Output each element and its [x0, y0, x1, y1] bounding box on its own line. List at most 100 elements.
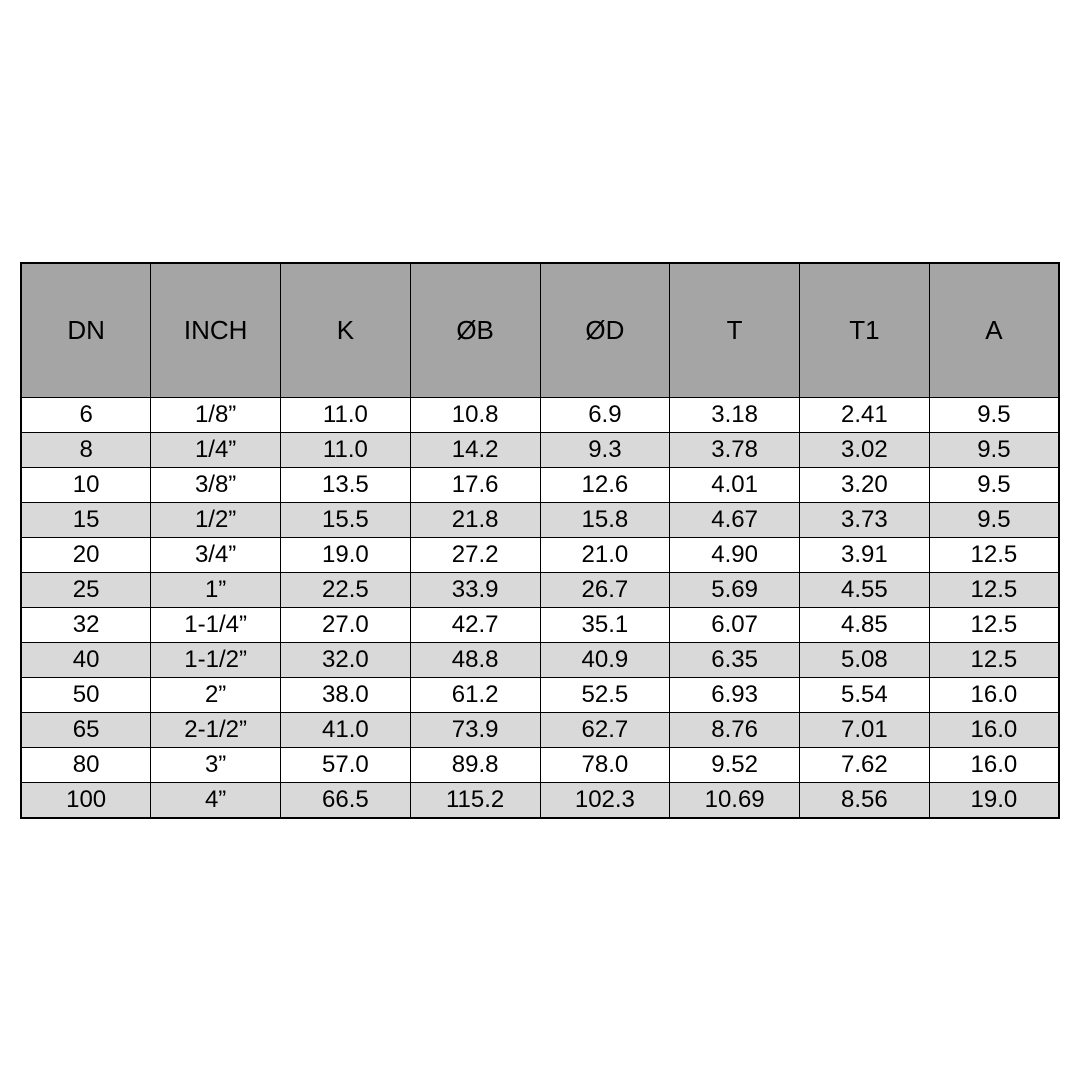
table-cell: 40.9	[540, 643, 670, 678]
table-cell: 1”	[151, 573, 281, 608]
table-cell: 26.7	[540, 573, 670, 608]
table-cell: 50	[21, 678, 151, 713]
header-od: ØD	[540, 263, 670, 398]
table-cell: 40	[21, 643, 151, 678]
table-cell: 7.62	[800, 748, 930, 783]
table-cell: 11.0	[281, 398, 411, 433]
table-body: 61/8”11.010.86.93.182.419.581/4”11.014.2…	[21, 398, 1059, 818]
table-cell: 10	[21, 468, 151, 503]
table-cell: 66.5	[281, 783, 411, 818]
table-row: 652-1/2”41.073.962.78.767.0116.0	[21, 713, 1059, 748]
table-cell: 57.0	[281, 748, 411, 783]
table-cell: 42.7	[410, 608, 540, 643]
table-row: 401-1/2”32.048.840.96.355.0812.5	[21, 643, 1059, 678]
table-row: 203/4”19.027.221.04.903.9112.5	[21, 538, 1059, 573]
table-cell: 10.69	[670, 783, 800, 818]
table-cell: 8.56	[800, 783, 930, 818]
table-cell: 102.3	[540, 783, 670, 818]
table-row: 151/2”15.521.815.84.673.739.5	[21, 503, 1059, 538]
table-cell: 19.0	[929, 783, 1059, 818]
table-cell: 6.07	[670, 608, 800, 643]
table-cell: 21.8	[410, 503, 540, 538]
table-cell: 17.6	[410, 468, 540, 503]
table-cell: 1/8”	[151, 398, 281, 433]
table-cell: 1/4”	[151, 433, 281, 468]
table-cell: 3.02	[800, 433, 930, 468]
table-cell: 9.3	[540, 433, 670, 468]
table-cell: 89.8	[410, 748, 540, 783]
table-cell: 14.2	[410, 433, 540, 468]
table-cell: 21.0	[540, 538, 670, 573]
header-dn: DN	[21, 263, 151, 398]
table-cell: 11.0	[281, 433, 411, 468]
table-row: 502”38.061.252.56.935.5416.0	[21, 678, 1059, 713]
table-cell: 6.9	[540, 398, 670, 433]
table-cell: 15.5	[281, 503, 411, 538]
header-a: A	[929, 263, 1059, 398]
table-cell: 1/2”	[151, 503, 281, 538]
table-cell: 4.01	[670, 468, 800, 503]
table-row: 321-1/4”27.042.735.16.074.8512.5	[21, 608, 1059, 643]
table-row: 61/8”11.010.86.93.182.419.5	[21, 398, 1059, 433]
table-cell: 13.5	[281, 468, 411, 503]
table-cell: 4.85	[800, 608, 930, 643]
table-cell: 6.35	[670, 643, 800, 678]
table-cell: 5.69	[670, 573, 800, 608]
table-cell: 16.0	[929, 678, 1059, 713]
table-cell: 5.54	[800, 678, 930, 713]
table-cell: 12.5	[929, 608, 1059, 643]
table-cell: 1-1/4”	[151, 608, 281, 643]
table-cell: 2-1/2”	[151, 713, 281, 748]
table-cell: 78.0	[540, 748, 670, 783]
table-cell: 33.9	[410, 573, 540, 608]
table-cell: 16.0	[929, 748, 1059, 783]
table-cell: 2”	[151, 678, 281, 713]
table-cell: 9.52	[670, 748, 800, 783]
table-cell: 8	[21, 433, 151, 468]
table-cell: 5.08	[800, 643, 930, 678]
table-cell: 27.2	[410, 538, 540, 573]
table-cell: 52.5	[540, 678, 670, 713]
table-cell: 4.90	[670, 538, 800, 573]
table-cell: 8.76	[670, 713, 800, 748]
table-cell: 22.5	[281, 573, 411, 608]
table-cell: 3.18	[670, 398, 800, 433]
table-cell: 4.55	[800, 573, 930, 608]
table-cell: 3.73	[800, 503, 930, 538]
table-cell: 3/4”	[151, 538, 281, 573]
table-cell: 48.8	[410, 643, 540, 678]
table-row: 1004”66.5115.2102.310.698.5619.0	[21, 783, 1059, 818]
dimensions-table: DN INCH K ØB ØD T T1 A 61/8”11.010.86.93…	[20, 262, 1060, 819]
table-header: DN INCH K ØB ØD T T1 A	[21, 263, 1059, 398]
table-cell: 73.9	[410, 713, 540, 748]
table-cell: 9.5	[929, 468, 1059, 503]
header-k: K	[281, 263, 411, 398]
table-cell: 12.5	[929, 573, 1059, 608]
header-ob: ØB	[410, 263, 540, 398]
table-cell: 115.2	[410, 783, 540, 818]
table-cell: 3/8”	[151, 468, 281, 503]
table-cell: 9.5	[929, 503, 1059, 538]
dimensions-table-container: DN INCH K ØB ØD T T1 A 61/8”11.010.86.93…	[10, 262, 1070, 819]
table-row: 81/4”11.014.29.33.783.029.5	[21, 433, 1059, 468]
header-t1: T1	[800, 263, 930, 398]
table-cell: 19.0	[281, 538, 411, 573]
table-cell: 4.67	[670, 503, 800, 538]
header-row: DN INCH K ØB ØD T T1 A	[21, 263, 1059, 398]
header-inch: INCH	[151, 263, 281, 398]
table-cell: 41.0	[281, 713, 411, 748]
table-cell: 7.01	[800, 713, 930, 748]
table-cell: 38.0	[281, 678, 411, 713]
table-cell: 9.5	[929, 398, 1059, 433]
table-row: 803”57.089.878.09.527.6216.0	[21, 748, 1059, 783]
table-cell: 20	[21, 538, 151, 573]
table-cell: 32	[21, 608, 151, 643]
table-cell: 15	[21, 503, 151, 538]
table-cell: 3.20	[800, 468, 930, 503]
table-cell: 12.6	[540, 468, 670, 503]
table-cell: 35.1	[540, 608, 670, 643]
table-cell: 100	[21, 783, 151, 818]
table-cell: 16.0	[929, 713, 1059, 748]
table-cell: 32.0	[281, 643, 411, 678]
table-cell: 61.2	[410, 678, 540, 713]
